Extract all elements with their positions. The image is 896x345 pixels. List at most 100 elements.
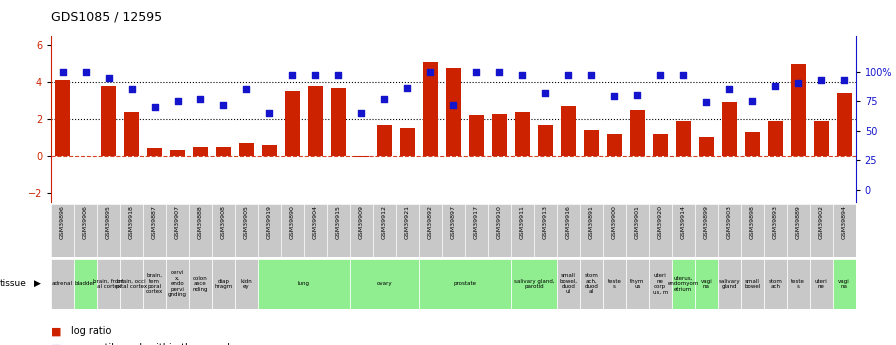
Text: GSM39901: GSM39901: [634, 205, 640, 239]
Bar: [699, 137, 714, 156]
Text: lung: lung: [298, 281, 310, 286]
Text: uteri
ne: uteri ne: [814, 278, 828, 289]
Bar: [837, 93, 852, 156]
Bar: [694, 204, 718, 257]
Bar: [672, 204, 694, 257]
Text: brain, occi
pital cortex: brain, occi pital cortex: [116, 278, 147, 289]
Text: stom
ach,
duod
al: stom ach, duod al: [584, 273, 599, 294]
Bar: [607, 134, 622, 156]
Bar: [120, 259, 143, 309]
Bar: [768, 121, 783, 156]
Point: [653, 72, 668, 78]
Bar: [810, 204, 832, 257]
Text: salivary gland,
parotid: salivary gland, parotid: [513, 278, 554, 289]
Point: [561, 72, 575, 78]
Text: GSM39907: GSM39907: [175, 205, 180, 239]
Bar: [810, 259, 832, 309]
Text: GSM39891: GSM39891: [589, 205, 594, 239]
Point: [101, 75, 116, 80]
Bar: [832, 259, 856, 309]
Bar: [258, 259, 350, 309]
Bar: [212, 204, 235, 257]
Bar: [258, 204, 281, 257]
Point: [699, 99, 713, 105]
Text: teste
s: teste s: [791, 278, 806, 289]
Text: bladder: bladder: [75, 281, 96, 286]
Text: GSM39898: GSM39898: [750, 205, 754, 239]
Text: GSM39904: GSM39904: [313, 205, 318, 239]
Bar: [580, 259, 603, 309]
Bar: [97, 259, 120, 309]
Bar: [446, 68, 461, 156]
Text: uterus,
endomyom
etrium: uterus, endomyom etrium: [668, 276, 699, 292]
Bar: [170, 150, 185, 156]
Bar: [741, 204, 763, 257]
Text: ■: ■: [51, 326, 62, 336]
Bar: [625, 259, 649, 309]
Bar: [465, 204, 487, 257]
Bar: [51, 204, 74, 257]
Bar: [350, 204, 373, 257]
Bar: [603, 259, 625, 309]
Bar: [718, 204, 741, 257]
Bar: [653, 134, 668, 156]
Bar: [143, 204, 166, 257]
Text: GSM39890: GSM39890: [290, 205, 295, 239]
Text: GSM39899: GSM39899: [703, 205, 709, 239]
Text: GSM39895: GSM39895: [106, 205, 111, 239]
Text: GSM39900: GSM39900: [612, 205, 616, 239]
Bar: [124, 112, 139, 156]
Text: GSM39888: GSM39888: [198, 205, 203, 239]
Point: [285, 72, 299, 78]
Bar: [262, 145, 277, 156]
Point: [768, 83, 782, 89]
Point: [837, 77, 851, 82]
Bar: [308, 86, 323, 156]
Text: GSM39912: GSM39912: [382, 205, 387, 239]
Bar: [55, 80, 70, 156]
Bar: [101, 86, 116, 156]
Text: diap
hragm: diap hragm: [214, 278, 233, 289]
Text: ovary: ovary: [376, 281, 392, 286]
Text: uteri
ne
corp
us, m: uteri ne corp us, m: [652, 273, 668, 294]
Text: GSM39905: GSM39905: [244, 205, 249, 239]
Bar: [649, 204, 672, 257]
Bar: [625, 204, 649, 257]
Bar: [791, 64, 806, 156]
Text: tissue: tissue: [0, 279, 27, 288]
Bar: [556, 204, 580, 257]
Point: [125, 87, 139, 92]
Bar: [469, 115, 484, 156]
Text: GSM39909: GSM39909: [359, 205, 364, 239]
Bar: [718, 259, 741, 309]
Text: GDS1085 / 12595: GDS1085 / 12595: [51, 10, 162, 23]
Bar: [377, 125, 392, 156]
Text: small
bowel: small bowel: [744, 278, 761, 289]
Text: GSM39917: GSM39917: [474, 205, 478, 239]
Bar: [580, 204, 603, 257]
Point: [263, 110, 277, 116]
Text: vagi
na: vagi na: [839, 278, 850, 289]
Text: cervi
x,
endo
pervi
gnding: cervi x, endo pervi gnding: [168, 270, 187, 297]
Bar: [694, 259, 718, 309]
Bar: [676, 121, 691, 156]
Bar: [143, 259, 166, 309]
Text: GSM39920: GSM39920: [658, 205, 663, 239]
Point: [584, 72, 599, 78]
Bar: [239, 143, 254, 156]
Point: [56, 69, 70, 75]
Bar: [281, 204, 304, 257]
Bar: [419, 204, 442, 257]
Bar: [419, 259, 511, 309]
Text: GSM39902: GSM39902: [819, 205, 823, 239]
Bar: [216, 147, 231, 156]
Text: small
bowel,
duod
ul: small bowel, duod ul: [559, 273, 577, 294]
Bar: [722, 102, 737, 156]
Bar: [235, 204, 258, 257]
Point: [676, 72, 691, 78]
Text: brain, front
al cortex: brain, front al cortex: [93, 278, 124, 289]
Text: kidn
ey: kidn ey: [241, 278, 253, 289]
Bar: [603, 204, 625, 257]
Text: salivary
gland: salivary gland: [719, 278, 740, 289]
Point: [147, 104, 161, 110]
